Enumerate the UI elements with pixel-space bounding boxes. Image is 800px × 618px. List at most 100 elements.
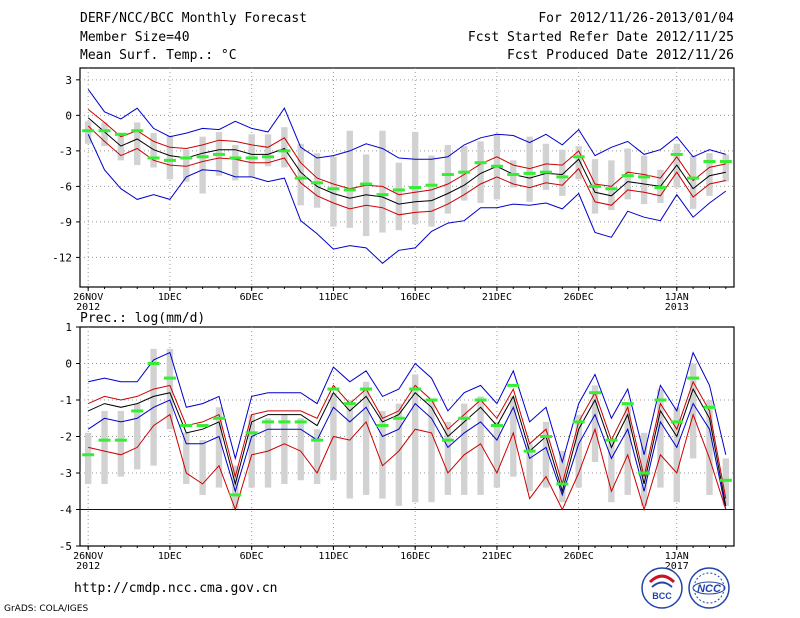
- temp-median-marker: [621, 174, 634, 178]
- precip-spread-box: [575, 414, 582, 488]
- precip-median-marker: [245, 431, 258, 435]
- source-url[interactable]: http://cmdp.ncc.cma.gov.cn: [74, 581, 278, 596]
- temp-median-marker: [605, 187, 618, 191]
- temp-median-marker: [278, 149, 291, 153]
- temp-median-marker: [441, 173, 454, 177]
- temp-xtick-year: 2012: [76, 302, 100, 313]
- temp-spread-box: [281, 127, 288, 168]
- precip-series-upper-outer: [88, 351, 727, 464]
- precip-spread-box: [673, 407, 680, 503]
- precip-median-marker: [556, 482, 569, 486]
- temp-xtick-label: 11DEC: [318, 292, 348, 303]
- temp-median-marker: [245, 156, 258, 160]
- precip-median-marker: [114, 438, 127, 442]
- temp-spread-box: [559, 149, 566, 196]
- bcc-logo-label: BCC: [652, 591, 672, 601]
- temp-spread-box: [640, 155, 648, 205]
- precip-spread-box: [461, 403, 468, 495]
- temp-spread-box: [183, 149, 190, 182]
- temp-xtick-label: 21DEC: [482, 292, 512, 303]
- temp-spread-box: [575, 146, 582, 180]
- precip-xtick-label: 26DEC: [564, 551, 594, 562]
- precip-spread-box: [183, 432, 190, 484]
- precip-xtick-label: 21DEC: [482, 551, 512, 562]
- precip-ytick-label: -5: [59, 540, 72, 553]
- temp-ytick-label: -12: [52, 251, 72, 264]
- precip-median-marker: [294, 420, 307, 424]
- precip-median-marker: [147, 362, 160, 365]
- precip-median-marker: [425, 398, 438, 402]
- precip-plot-frame: [79, 326, 735, 547]
- temp-spread-box: [444, 144, 452, 214]
- precip-median-marker: [572, 420, 585, 424]
- temp-median-marker: [180, 156, 193, 160]
- temp-median-marker: [703, 160, 716, 164]
- precip-median-marker: [654, 398, 667, 402]
- precip-median-marker: [523, 449, 536, 453]
- forecast-range-label: For 2012/11/26-2013/01/04: [538, 11, 734, 26]
- temp-spread-box: [232, 144, 239, 181]
- temp-median-marker: [539, 170, 552, 174]
- precip-spread-box: [542, 421, 550, 488]
- precip-series-ensemble-mean: [87, 387, 727, 506]
- precip-median-marker: [441, 438, 454, 442]
- temp-median-marker: [311, 181, 324, 185]
- temp-spread-box: [150, 133, 157, 168]
- precip-median-marker: [196, 424, 209, 428]
- temp-ytick-label: -3: [59, 145, 72, 158]
- temp-median-marker: [294, 176, 307, 180]
- precip-spread-box: [379, 410, 386, 499]
- precip-spread-box: [444, 421, 452, 495]
- temp-spread-box: [248, 134, 255, 177]
- precip-ytick-label: -3: [59, 467, 72, 480]
- temp-median-marker: [360, 182, 373, 186]
- precip-median-marker: [278, 420, 291, 424]
- temp-median-marker: [409, 186, 422, 190]
- precip-median-marker: [311, 438, 324, 442]
- precip-median-marker: [131, 409, 144, 413]
- precip-spread-box: [493, 421, 501, 488]
- precip-spread-box: [117, 410, 125, 477]
- temp-median-marker: [719, 160, 732, 164]
- temp-spread-box: [84, 121, 92, 144]
- precip-spread-box: [134, 403, 141, 470]
- temp-spread-box: [526, 136, 533, 202]
- precip-median-marker: [589, 391, 602, 395]
- precip-panel-title: Prec.: log(mm/d): [80, 311, 206, 326]
- temp-spread-box: [166, 135, 174, 180]
- member-size-label: Member Size=40: [80, 30, 190, 45]
- temp-median-marker: [589, 184, 602, 188]
- precip-spread-box: [411, 374, 419, 503]
- temp-spread-box: [428, 155, 435, 227]
- ncc-logo-label: NCC: [697, 583, 722, 595]
- precip-median-marker: [474, 398, 487, 402]
- temp-series-ensemble-mean: [87, 117, 726, 205]
- temp-spread-box: [411, 131, 419, 225]
- precip-median-marker: [719, 478, 732, 482]
- temp-spread-box: [706, 153, 713, 196]
- started-date-label: Fcst Started Refer Date 2012/11/25: [467, 30, 734, 45]
- precip-median-marker: [703, 405, 716, 409]
- precip-spread-box: [428, 400, 435, 503]
- precip-median-marker: [687, 376, 700, 380]
- temp-median-marker: [556, 175, 569, 179]
- precip-xtick-label: 1JAN: [665, 551, 689, 562]
- temp-xtick-label: 1JAN: [665, 292, 689, 303]
- temp-median-marker: [343, 188, 356, 192]
- temp-spread-box: [689, 155, 697, 209]
- grads-credit: GrADS: COLA/IGES: [4, 604, 89, 614]
- bcc-logo: BCC: [641, 567, 683, 609]
- temp-xtick-label: 6DEC: [240, 292, 264, 303]
- temp-median-marker: [507, 173, 520, 177]
- precip-ytick-label: 0: [65, 358, 72, 371]
- precip-spread-box: [477, 396, 484, 495]
- temp-median-marker: [376, 193, 389, 197]
- precip-spread-box: [624, 403, 631, 495]
- precip-spread-box: [101, 410, 108, 484]
- temp-xtick-year: 2013: [665, 302, 689, 313]
- precip-spread-box: [657, 389, 664, 488]
- precip-xtick-label: 6DEC: [240, 551, 264, 562]
- temp-series-upper-inner: [87, 109, 726, 196]
- precip-spread-box: [722, 458, 730, 506]
- precip-median-marker: [212, 416, 225, 420]
